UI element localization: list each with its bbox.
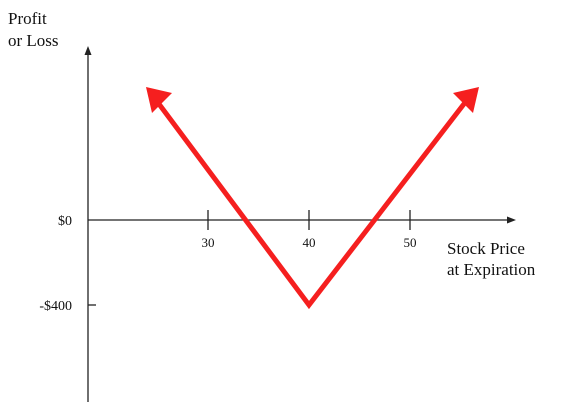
right-arrowhead xyxy=(453,87,479,113)
axes xyxy=(84,46,516,402)
x-axis-arrowhead xyxy=(507,216,516,224)
x-axis-title-line-2: at Expiration xyxy=(447,260,536,279)
left-arrowhead xyxy=(146,87,172,113)
x-tick-label-50: 50 xyxy=(404,235,417,250)
axis-labels: 30 40 50 $0 -$400 Profit or Loss Stock Price at … xyxy=(8,9,536,314)
x-axis-title: Stock Price at Expiration xyxy=(447,239,536,279)
y-axis-title: Profit or Loss xyxy=(8,9,59,50)
y-axis-arrowhead xyxy=(84,46,92,55)
y-tick-label--400: -$400 xyxy=(39,299,72,314)
payoff-line xyxy=(153,98,469,310)
series-layer xyxy=(146,87,479,310)
x-tick-label-30: 30 xyxy=(202,235,215,250)
x-axis-title-line-1: Stock Price xyxy=(447,239,525,258)
y-tick-label-0: $0 xyxy=(58,214,72,229)
y-axis-title-line-1: Profit xyxy=(8,9,47,28)
x-tick-label-40: 40 xyxy=(303,235,316,250)
y-axis-title-line-2: or Loss xyxy=(8,31,59,50)
